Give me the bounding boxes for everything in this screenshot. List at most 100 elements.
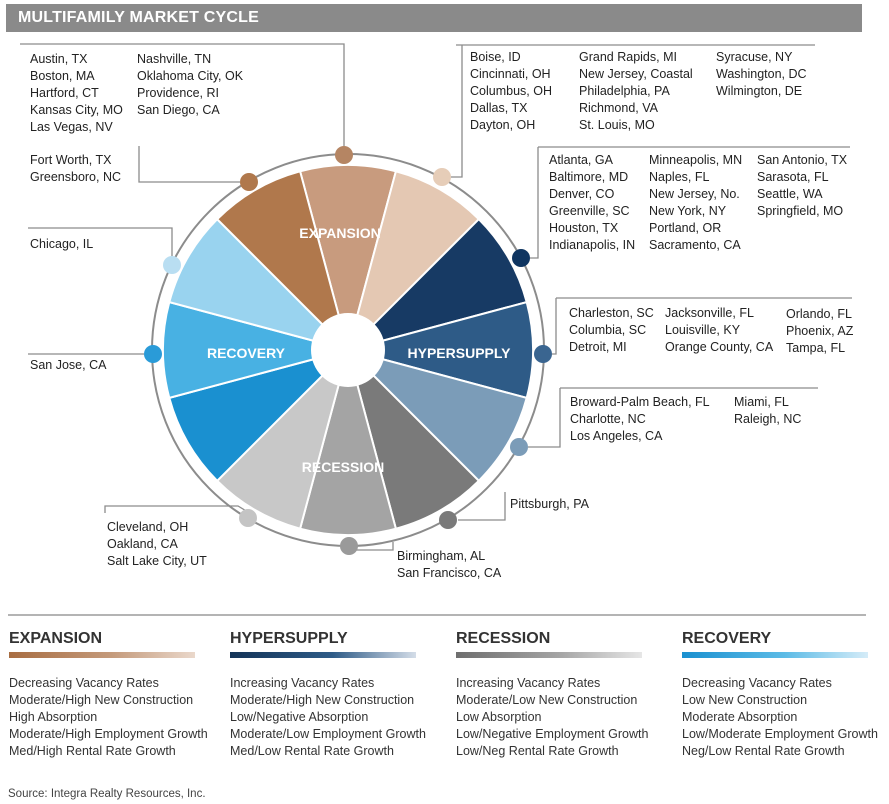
legend-item: Moderate/Low Employment Growth	[230, 727, 426, 741]
city-name: San Diego, CA	[137, 103, 220, 117]
legend-item: Increasing Vacancy Rates	[230, 676, 375, 690]
city-name: Minneapolis, MN	[649, 153, 743, 167]
city-group-broward-1: Broward-Palm Beach, FL Charlotte, NC Los A…	[570, 394, 710, 445]
position-marker	[433, 168, 451, 186]
city-name: Columbia, SC	[569, 323, 647, 337]
city-name: Grand Rapids, MI	[579, 50, 677, 64]
wedge-hypersupply	[344, 217, 528, 352]
city-group-charleston-3: Orlando, FL Phoenix, AZ Tampa, FL	[786, 306, 853, 357]
city-name: Wilmington, DE	[716, 84, 803, 98]
position-marker	[144, 345, 162, 363]
city-name: Los Angeles, CA	[570, 429, 663, 443]
legend-item: Decreasing Vacancy Rates	[682, 676, 832, 690]
city-name: Louisville, KY	[665, 323, 741, 337]
connector-line	[349, 542, 394, 551]
city-name: Baltimore, MD	[549, 170, 629, 184]
legend-item: Decreasing Vacancy Rates	[9, 676, 159, 690]
connector-line	[552, 298, 557, 355]
connector-line	[528, 388, 561, 448]
center-hub	[311, 313, 385, 387]
city-name: Philadelphia, PA	[579, 84, 670, 98]
city-group-charleston-1: Charleston, SC Columbia, SC Detroit, MI	[569, 305, 654, 356]
city-group-chicago: Chicago, IL	[30, 236, 93, 253]
city-name: Syracuse, NY	[716, 50, 793, 64]
connector-line	[28, 227, 173, 256]
phase-label-hypersupply: HYPERSUPPLY	[408, 345, 512, 361]
city-name: Boston, MA	[30, 69, 95, 83]
wedge-expansion	[298, 164, 398, 354]
position-marker	[510, 438, 528, 456]
city-name: Phoenix, AZ	[786, 324, 854, 338]
city-name: Dallas, TX	[470, 101, 528, 115]
city-group-top-left-2: Nashville, TN Oklahoma City, OK Providence…	[137, 51, 243, 119]
legend-title: EXPANSION	[9, 630, 103, 647]
cycle-wedges	[162, 164, 534, 536]
wedge-recession	[298, 346, 398, 536]
wedge-recovery	[162, 300, 352, 400]
city-name: Denver, CO	[549, 187, 615, 201]
connector-lines	[20, 43, 852, 551]
city-group-pittsburgh: Pittsburgh, PA	[510, 496, 589, 513]
legend-color-bar	[230, 652, 416, 658]
connector-line	[530, 147, 539, 259]
city-name: Raleigh, NC	[734, 412, 802, 426]
header-bar: MULTIFAMILY MARKET CYCLE	[6, 4, 862, 32]
phase-label-recession: RECESSION	[302, 459, 384, 475]
position-marker	[239, 509, 257, 527]
city-group-cleveland: Cleveland, OH Oakland, CA Salt Lake City, …	[107, 519, 207, 570]
city-name: Fort Worth, TX	[30, 153, 112, 167]
legend-title: HYPERSUPPLY	[230, 630, 348, 647]
wedge-recovery	[168, 217, 352, 352]
city-name: San Antonio, TX	[757, 153, 848, 167]
position-marker	[335, 146, 353, 164]
wedge-expansion	[215, 170, 350, 354]
connector-line	[20, 43, 345, 146]
city-name: Orange County, CA	[665, 340, 774, 354]
city-name: Tampa, FL	[786, 341, 846, 355]
city-name: Richmond, VA	[579, 101, 658, 115]
city-name: Washington, DC	[716, 67, 807, 81]
city-name: Portland, OR	[649, 221, 722, 235]
city-name: Naples, FL	[649, 170, 710, 184]
position-marker	[439, 511, 457, 529]
phase-label-expansion: EXPANSION	[299, 225, 380, 241]
legend-recession: RECESSION Increasing Vacancy Rates Moder…	[456, 630, 666, 760]
position-marker	[512, 249, 530, 267]
city-name: Birmingham, AL	[397, 549, 486, 563]
city-name: Boise, ID	[470, 50, 521, 64]
city-name: Kansas City, MO	[30, 103, 123, 117]
city-group-birmingham: Birmingham, AL San Francisco, CA	[397, 548, 501, 582]
city-group-boise-2: Grand Rapids, MI New Jersey, Coastal Phila…	[579, 49, 693, 134]
legend-item: Moderate/High New Construction	[230, 693, 415, 707]
city-name: Charleston, SC	[569, 306, 654, 320]
legend-color-bar	[682, 652, 868, 658]
city-name: Austin, TX	[30, 52, 88, 66]
market-cycle-wheel: EXPANSION HYPERSUPPLY RECESSION RECOVERY	[20, 43, 852, 555]
legend-item: Low/Neg Rental Rate Growth	[456, 744, 619, 758]
city-name: Seattle, WA	[757, 187, 823, 201]
city-name: Orlando, FL	[786, 307, 853, 321]
divider	[8, 614, 866, 616]
legend-recovery: RECOVERY Decreasing Vacancy Rates Low Ne…	[682, 630, 889, 760]
legend-item: Low/Negative Employment Growth	[456, 727, 649, 741]
legend-color-bar	[456, 652, 642, 658]
city-group-top-left: Austin, TX Boston, MA Hartford, CT Kansas C…	[30, 51, 123, 136]
city-name: New Jersey, Coastal	[579, 67, 693, 81]
city-group-fort-worth: Fort Worth, TX Greensboro, NC	[30, 152, 121, 186]
wedge-recession	[215, 346, 350, 530]
wedge-hypersupply	[344, 348, 528, 483]
city-name: Nashville, TN	[137, 52, 212, 66]
legend-title: RECOVERY	[682, 630, 772, 647]
legend-item: High Absorption	[9, 710, 98, 724]
legend-item: Med/High Rental Rate Growth	[9, 744, 176, 758]
connector-line	[104, 505, 249, 513]
connector-line	[458, 492, 506, 521]
legend-item: Moderate/High Employment Growth	[9, 727, 208, 741]
city-name: Greenville, SC	[549, 204, 630, 218]
city-group-san-jose: San Jose, CA	[30, 357, 106, 374]
legend-item: Moderate/High New Construction	[9, 693, 194, 707]
city-group-atlanta-3: San Antonio, TX Sarasota, FL Seattle, WA Sp…	[757, 152, 847, 220]
legend-item: Low Absorption	[456, 710, 542, 724]
legend-item: Low New Construction	[682, 693, 808, 707]
city-name: Oklahoma City, OK	[137, 69, 244, 83]
